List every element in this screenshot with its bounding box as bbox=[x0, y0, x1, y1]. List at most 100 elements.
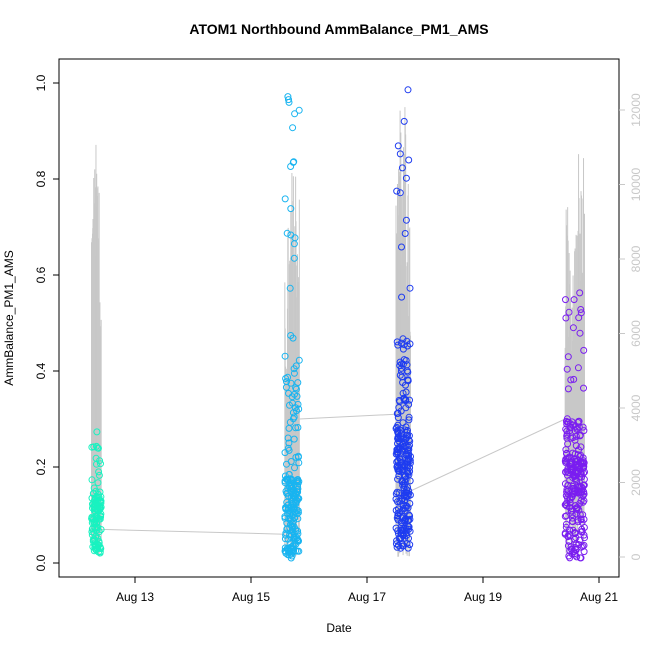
data-point bbox=[282, 547, 290, 555]
data-point bbox=[88, 476, 96, 484]
data-point bbox=[92, 515, 100, 523]
data-point bbox=[398, 164, 406, 172]
data-point bbox=[405, 156, 413, 164]
data-point bbox=[563, 502, 571, 510]
data-point bbox=[402, 396, 410, 404]
data-point bbox=[576, 482, 584, 490]
data-point bbox=[401, 426, 409, 434]
data-point bbox=[571, 544, 579, 551]
data-point bbox=[291, 464, 298, 472]
data-point bbox=[289, 334, 297, 342]
data-point bbox=[564, 385, 572, 393]
data-point bbox=[577, 497, 585, 505]
secondary-y-axis: 0 2000 4000 6000 8000 10000 12000 bbox=[619, 93, 643, 560]
data-point bbox=[580, 524, 588, 531]
data-point bbox=[579, 542, 587, 550]
data-point bbox=[290, 369, 298, 377]
data-point bbox=[285, 96, 292, 104]
data-point bbox=[281, 195, 289, 203]
data-point bbox=[565, 308, 573, 316]
data-point bbox=[565, 537, 573, 545]
data-point bbox=[580, 497, 588, 505]
data-point bbox=[564, 353, 572, 361]
data-point bbox=[399, 389, 407, 397]
data-point bbox=[292, 453, 300, 461]
data-point bbox=[405, 523, 413, 531]
data-point bbox=[287, 481, 295, 489]
y-tick-label: 0.2 bbox=[34, 458, 48, 475]
data-point bbox=[286, 514, 294, 521]
data-point bbox=[406, 527, 414, 535]
data-point bbox=[93, 519, 101, 527]
data-point bbox=[572, 432, 580, 440]
x-tick-label: Aug 13 bbox=[116, 590, 154, 604]
data-point bbox=[562, 296, 569, 304]
y-axis-label: AmmBalance_PM1_AMS bbox=[2, 250, 16, 385]
data-point bbox=[290, 254, 298, 262]
data-point bbox=[294, 400, 302, 408]
data-point bbox=[580, 515, 588, 523]
data-point bbox=[570, 375, 578, 383]
x-tick-label: Aug 17 bbox=[348, 590, 386, 604]
data-point bbox=[405, 525, 413, 533]
data-point bbox=[392, 540, 400, 548]
data-point bbox=[577, 516, 585, 524]
data-point bbox=[285, 98, 293, 106]
data-point bbox=[398, 527, 406, 535]
data-point bbox=[283, 498, 291, 506]
data-point bbox=[295, 537, 302, 545]
data-point bbox=[93, 442, 100, 450]
data-point bbox=[569, 526, 577, 534]
data-point bbox=[94, 444, 102, 452]
data-point bbox=[395, 430, 402, 438]
data-point bbox=[91, 542, 99, 550]
data-point bbox=[564, 482, 572, 490]
data-point bbox=[566, 496, 574, 504]
data-point bbox=[576, 329, 584, 337]
data-point bbox=[570, 490, 578, 497]
data-point bbox=[570, 296, 578, 304]
data-point bbox=[572, 442, 580, 450]
data-point bbox=[405, 450, 413, 457]
data-point bbox=[97, 493, 105, 501]
data-point bbox=[566, 427, 574, 435]
data-point bbox=[402, 404, 410, 412]
data-point bbox=[573, 553, 581, 561]
data-point bbox=[92, 545, 100, 553]
y-tick-label: 0.4 bbox=[34, 362, 48, 379]
data-point bbox=[394, 426, 402, 434]
data-point bbox=[95, 471, 103, 479]
data-point bbox=[290, 365, 298, 373]
data-point bbox=[573, 462, 581, 470]
data-point bbox=[562, 520, 570, 528]
data-point bbox=[569, 514, 576, 522]
data-point bbox=[562, 314, 570, 322]
data-point bbox=[580, 346, 588, 354]
data-point bbox=[563, 486, 571, 493]
y2-tick-label: 12000 bbox=[629, 93, 643, 127]
y2-tick-label: 10000 bbox=[629, 167, 643, 201]
data-point bbox=[403, 361, 411, 369]
connector-segment bbox=[299, 413, 397, 420]
data-point bbox=[563, 418, 571, 426]
data-point bbox=[291, 110, 299, 118]
data-point bbox=[405, 511, 413, 519]
data-point bbox=[579, 423, 587, 431]
data-point bbox=[287, 205, 295, 213]
y-tick-label: 1.0 bbox=[34, 74, 48, 91]
data-point bbox=[397, 339, 405, 347]
data-point bbox=[285, 515, 293, 523]
data-point bbox=[575, 423, 583, 431]
data-point bbox=[295, 478, 303, 486]
data-point bbox=[396, 444, 403, 452]
data-point bbox=[398, 293, 406, 301]
data-point bbox=[394, 341, 402, 349]
data-point bbox=[292, 424, 300, 432]
y2-tick-label: 6000 bbox=[629, 320, 643, 347]
data-point bbox=[562, 425, 570, 433]
data-point bbox=[285, 439, 293, 447]
data-point bbox=[287, 379, 295, 387]
data-point bbox=[295, 547, 303, 555]
data-point bbox=[574, 419, 582, 426]
data-point bbox=[401, 491, 409, 499]
